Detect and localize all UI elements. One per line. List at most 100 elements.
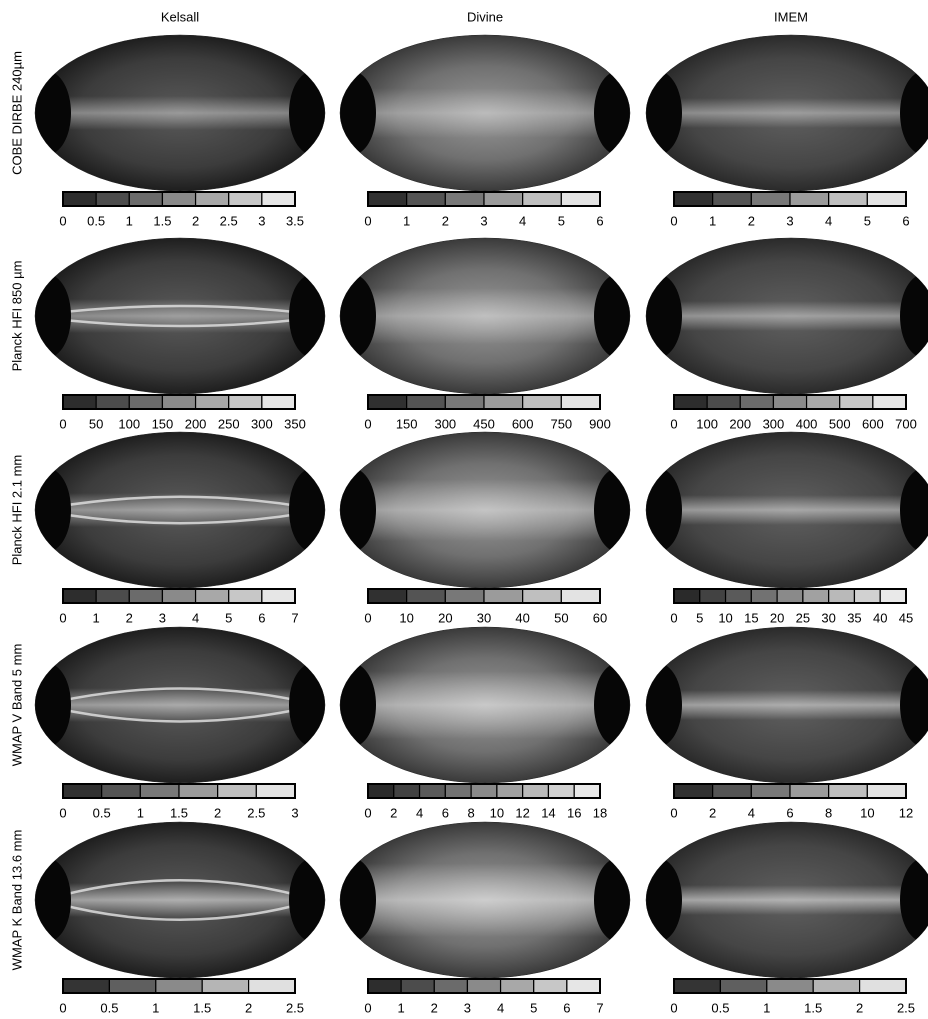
colorbar-segment [155,978,203,994]
colorbar-segment [393,783,421,799]
ecliptic-band [340,288,630,344]
colorbar-tick-label: 4 [192,610,199,625]
colorbar-tick-label: 40 [873,610,887,625]
colorbar-frame [62,978,296,994]
colorbar-segment [560,588,601,604]
colorbar-segment [201,978,250,994]
row-label: WMAP V Band 5 mm [9,644,24,767]
colorbar-segment [161,588,197,604]
colorbar-segment [367,191,408,207]
colorbar-frame [673,783,907,799]
colorbar-tick-label: 500 [829,416,851,431]
colorbar-segment [444,191,485,207]
colorbar-tick-label: 1.5 [193,1000,211,1015]
sun-exclusion [35,468,71,552]
colorbar-segment [444,783,472,799]
colorbar-segment [853,588,881,604]
colorbar-tick-label: 900 [589,416,611,431]
colorbar-frame [367,191,601,207]
colorbar-segment [533,978,568,994]
colorbar-segment [483,394,524,410]
colorbar-segment [496,783,524,799]
band-line [54,901,306,921]
ecliptic-band [340,479,630,541]
colorbar-segment [719,978,768,994]
colorbar-segment [95,394,130,410]
colorbar-tick-label: 1 [403,213,410,228]
sky-map [340,822,630,978]
colorbar-tick-label: 6 [442,805,449,820]
sun-exclusion [289,274,325,358]
sun-exclusion [900,274,928,358]
sky-map [646,627,928,783]
sun-exclusion [594,468,630,552]
colorbar-segment [573,783,601,799]
colorbar-tick-label: 18 [593,805,607,820]
band-line [54,706,306,723]
colorbar-tick-label: 2 [856,1000,863,1015]
sky-map [340,627,630,783]
colorbar-tick-label: 50 [554,610,568,625]
sun-exclusion [340,858,376,942]
colorbar-segment [433,978,469,994]
colorbar-tick-label: 450 [473,416,495,431]
colorbar-segment [789,783,830,799]
colorbar-segment [62,191,97,207]
colorbar-segment [128,394,164,410]
colorbar-tick-label: 6 [902,213,909,228]
colorbar-tick-label: 10 [860,805,874,820]
colorbar-segment [128,588,164,604]
colorbar-tick-label: 0 [59,610,66,625]
colorbar-tick-label: 150 [396,416,418,431]
colorbar-tick-label: 10 [718,610,732,625]
colorbar-segment [178,783,219,799]
sun-exclusion [594,663,630,747]
colorbar-tick-label: 1 [137,805,144,820]
colorbar-segment [470,783,498,799]
colorbar-frame [673,394,907,410]
colorbar-segment [62,394,97,410]
colorbar-tick-label: 0.5 [100,1000,118,1015]
colorbar-segment [483,191,524,207]
colorbar-segment [95,191,130,207]
colorbar-tick-label: 300 [251,416,273,431]
colorbar-segment [101,783,141,799]
band-line [54,511,306,525]
colorbar-segment [255,783,296,799]
colorbar-tick-label: 10 [399,610,413,625]
colorbar-tick-label: 2 [442,213,449,228]
colorbar-segment [866,191,907,207]
colorbar-tick-label: 0 [59,416,66,431]
colorbar-segment [673,394,708,410]
colorbar-segment [560,394,601,410]
colorbar-tick-label: 6 [258,610,265,625]
colorbar-tick-label: 0 [364,610,371,625]
colorbar-tick-label: 0 [670,213,677,228]
colorbar-frame [673,978,907,994]
colorbar-segment [673,588,701,604]
column-title: Divine [467,9,503,24]
ecliptic-band [35,688,325,722]
colorbar-frame [62,588,296,604]
colorbar-frame [62,191,296,207]
sun-exclusion [340,663,376,747]
colorbar-segment [406,191,446,207]
colorbar-tick-label: 1 [763,1000,770,1015]
colorbar-tick-label: 16 [567,805,581,820]
colorbar-tick-label: 0 [670,1000,677,1015]
column-title: IMEM [774,9,808,24]
row-label: WMAP K Band 13.6 mm [9,830,24,971]
colorbar-tick-label: 1 [126,213,133,228]
colorbar-segment [194,394,230,410]
colorbar-tick-label: 3 [480,213,487,228]
colorbar-tick-label: 1 [93,610,100,625]
colorbar-segment [712,783,752,799]
colorbar-tick-label: 25 [796,610,810,625]
colorbar-segment [828,191,868,207]
colorbar-segment [750,783,791,799]
colorbar-tick-label: 2.5 [220,213,238,228]
colorbar-segment [872,394,907,410]
colorbar-tick-label: 250 [218,416,240,431]
colorbar-tick-label: 0 [670,610,677,625]
ecliptic-band [35,299,325,333]
